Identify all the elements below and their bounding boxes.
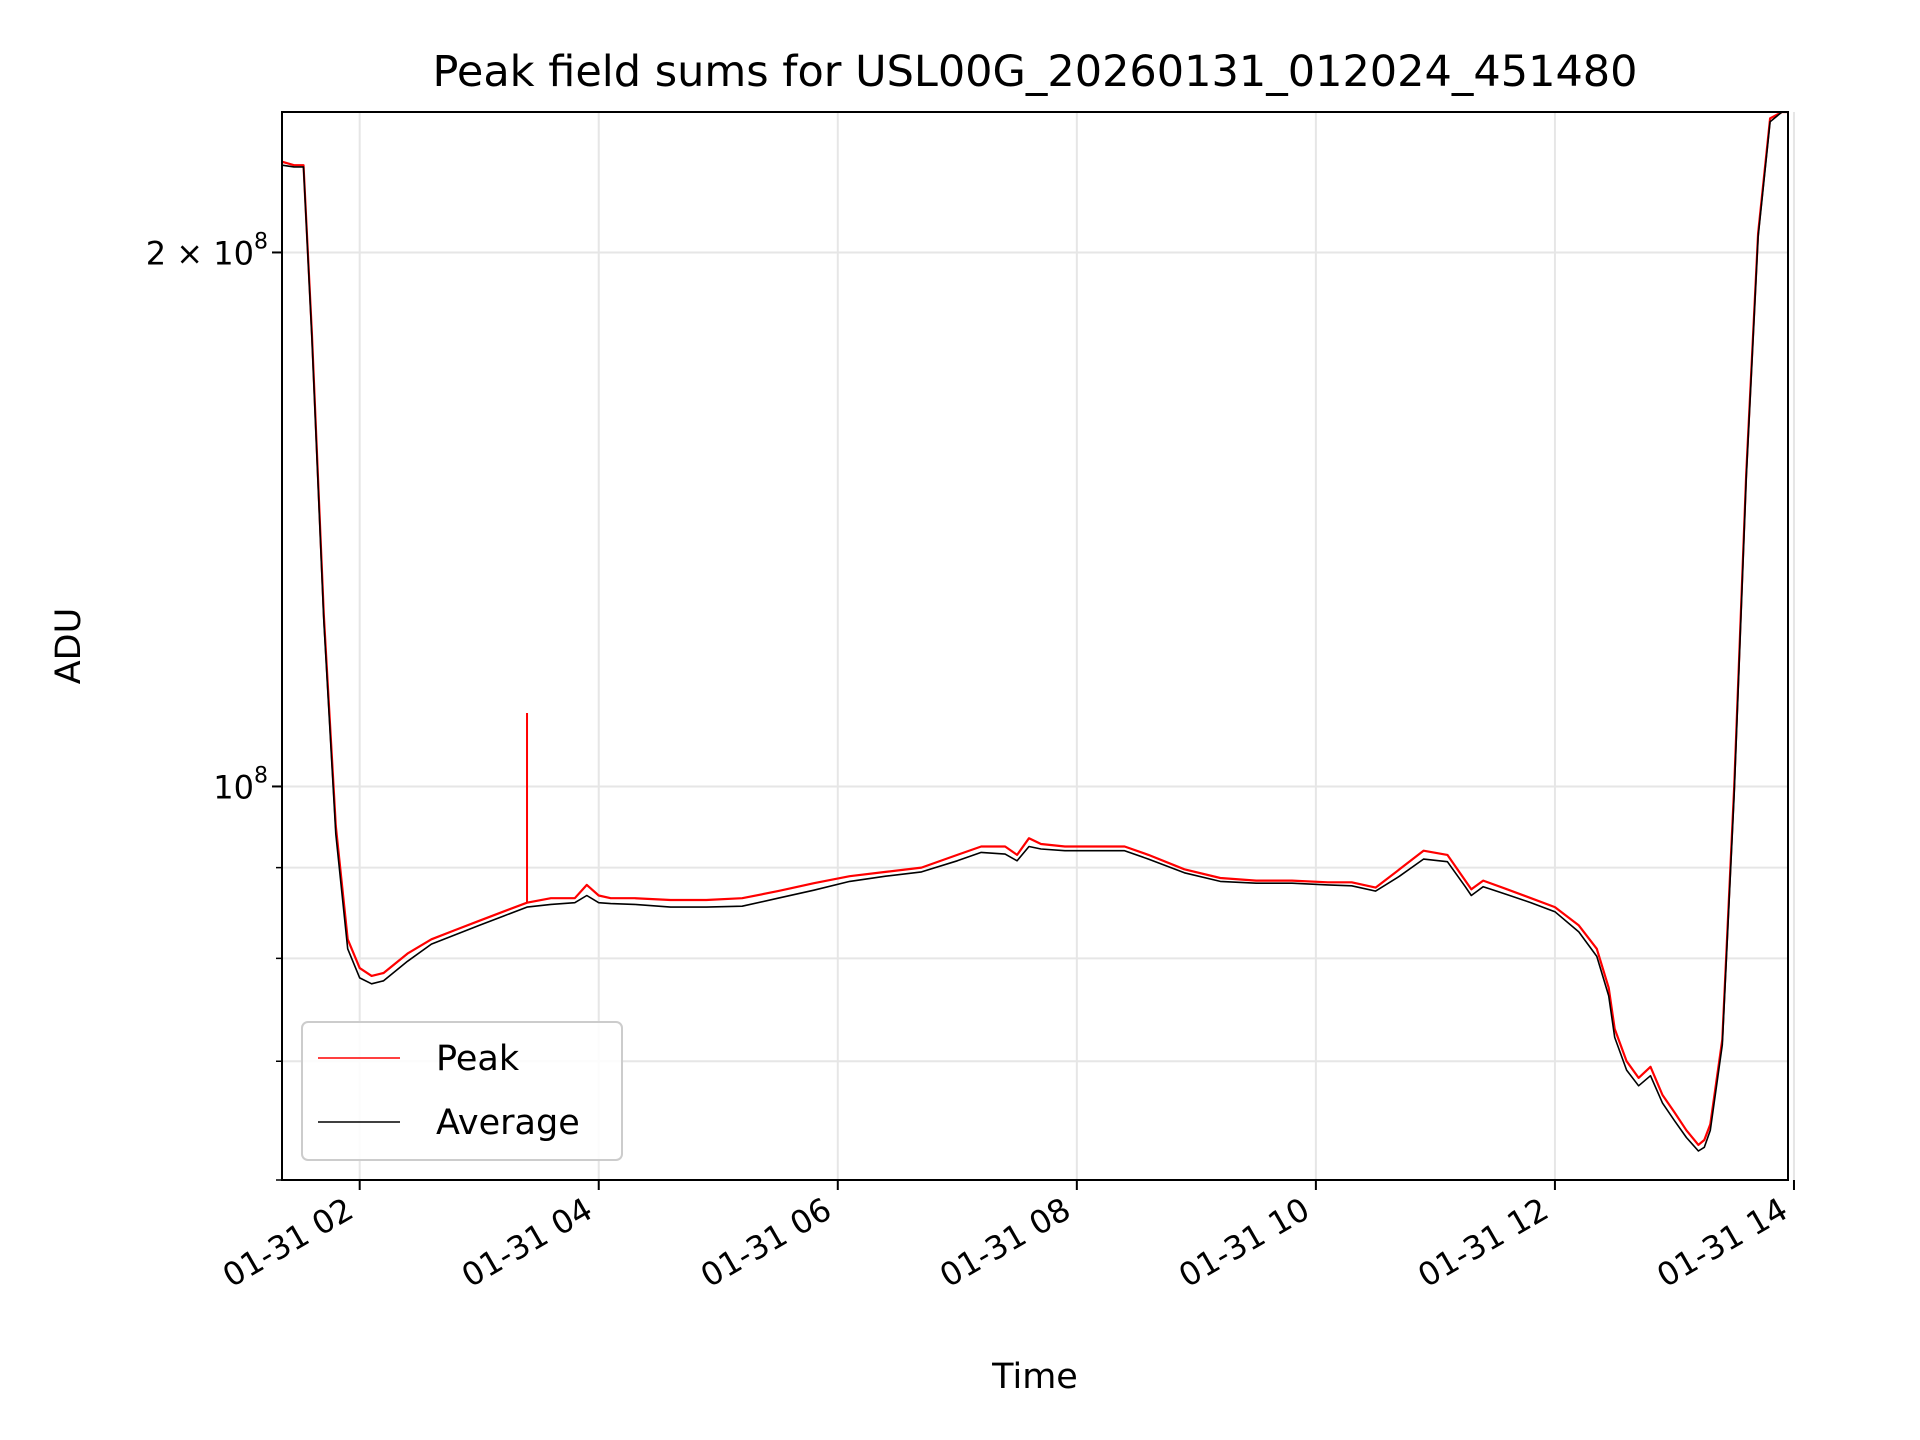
axes-frame: [281, 111, 1789, 1181]
legend-label-peak: Peak: [436, 1039, 520, 1079]
series-line-peak: [282, 112, 1788, 1147]
chart-title: Peak field sums for USL00G_20260131_0120…: [432, 47, 1637, 97]
series-line-average: [282, 112, 1788, 1152]
legend: Peak Average: [301, 1021, 623, 1161]
y-tick-label: 2 × 108: [146, 229, 268, 272]
y-tick-label: 108: [213, 763, 268, 806]
x-axis-label: Time: [991, 1357, 1078, 1397]
series-layer: [282, 112, 1788, 1152]
y-axis-ticks: 108 2 × 108: [146, 229, 282, 1181]
y-axis-label: ADU: [49, 608, 89, 685]
legend-label-average: Average: [436, 1103, 580, 1143]
legend-box: [301, 1021, 623, 1161]
